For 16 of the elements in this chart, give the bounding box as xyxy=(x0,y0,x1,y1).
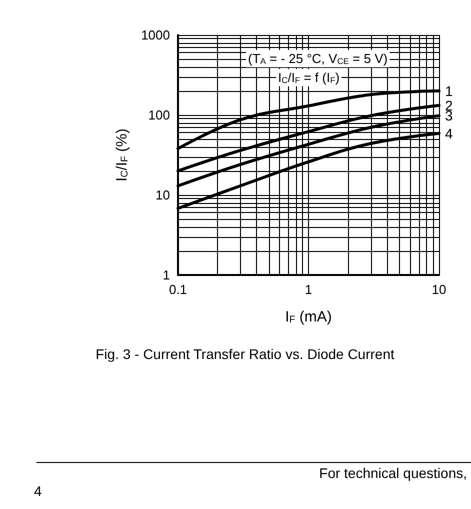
annotation: (TA = - 25 °C, VCE = 5 V) xyxy=(248,51,388,66)
x-tick-label: 1 xyxy=(304,282,312,297)
y-tick-label: 100 xyxy=(148,108,170,122)
text: For technical questions, xyxy=(319,465,468,481)
text: 4 xyxy=(34,483,42,499)
text: Fig. 3 - Current Transfer Ratio vs. Diode Current xyxy=(96,346,394,362)
x-tick-label: 10 xyxy=(432,282,446,297)
y-tick-label: 10 xyxy=(156,188,170,202)
series-label: 1 xyxy=(445,82,453,99)
y-axis-title: IC/IF (%) xyxy=(114,128,131,182)
annotation: IC/IF = f (IF) xyxy=(278,70,340,86)
series-label: 4 xyxy=(445,125,453,142)
y-tick-label: 1 xyxy=(162,268,170,282)
y-tick-label: 1000 xyxy=(141,28,170,42)
x-tick-label: 0.1 xyxy=(168,282,188,297)
x-axis-title: IF (mA) xyxy=(285,308,332,326)
